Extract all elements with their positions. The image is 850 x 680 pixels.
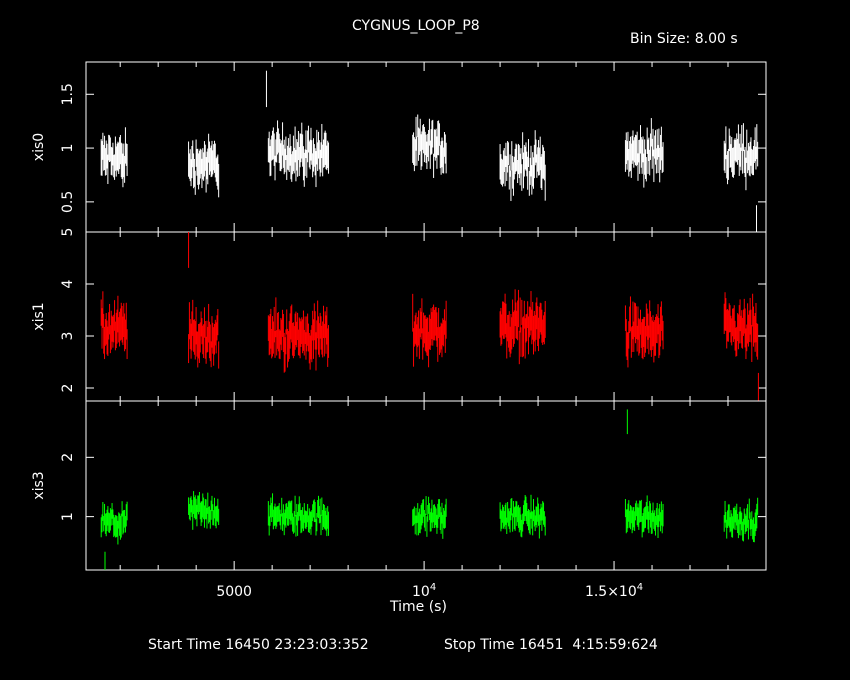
x-axis-label: Time (s) xyxy=(390,599,447,615)
ytick-label-xis1: 5 xyxy=(60,228,76,237)
stop-time-label: Stop Time 16451 4:15:59:624 xyxy=(444,637,658,653)
xtick-label: 1.5×104 xyxy=(585,582,643,600)
chart-title: CYGNUS_LOOP_P8 xyxy=(352,18,480,34)
panel-label-xis3: xis3 xyxy=(31,471,47,499)
ytick-label-xis3: 1 xyxy=(60,512,76,521)
start-time-label: Start Time 16450 23:23:03:352 xyxy=(148,637,369,653)
ytick-label-xis1: 3 xyxy=(60,332,76,341)
ytick-label-xis1: 4 xyxy=(60,279,76,288)
ytick-label-xis0: 0.5 xyxy=(60,191,76,213)
panel-frame-xis1 xyxy=(85,231,767,402)
bin-size-label: Bin Size: 8.00 s xyxy=(630,31,738,47)
ytick-label-xis3: 2 xyxy=(60,453,76,462)
xtick-label: 5000 xyxy=(216,584,252,600)
ytick-label-xis0: 1.5 xyxy=(60,83,76,105)
panel-label-xis0: xis0 xyxy=(31,133,47,161)
panel-frame-xis3 xyxy=(85,400,767,571)
ytick-label-xis1: 2 xyxy=(60,384,76,393)
xtick-label: 104 xyxy=(412,582,436,600)
panel-label-xis1: xis1 xyxy=(31,302,47,330)
ytick-label-xis0: 1 xyxy=(60,144,76,153)
